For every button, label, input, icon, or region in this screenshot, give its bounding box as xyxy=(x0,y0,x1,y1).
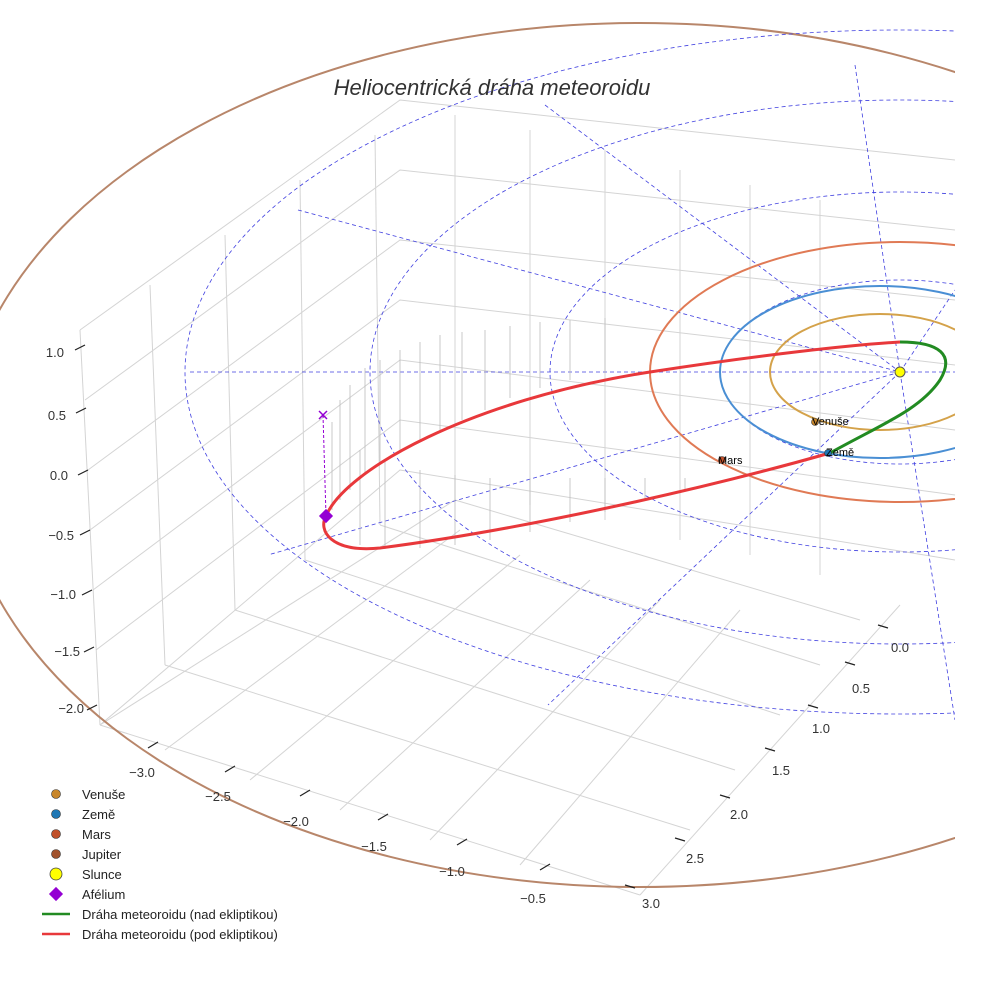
ecliptic-reference-grid xyxy=(184,29,955,721)
ref-axis xyxy=(297,209,901,373)
chart-title: Heliocentrická dráha meteoroidu xyxy=(334,75,651,100)
x-tick-label: −2.0 xyxy=(283,814,309,829)
grid-line xyxy=(164,529,461,751)
legend-label: Venuše xyxy=(82,787,125,802)
legend-label: Dráha meteoroidu (nad ekliptikou) xyxy=(82,907,278,922)
z-tick-label: −1.5 xyxy=(54,644,80,659)
earth-label: Země xyxy=(826,447,854,459)
legend-marker-venus xyxy=(51,789,61,799)
grid-line xyxy=(379,524,821,666)
grid-line xyxy=(339,579,591,811)
grid-line xyxy=(99,499,456,726)
z-tick-label: −1.0 xyxy=(50,587,76,602)
grid-line xyxy=(299,179,306,561)
legend-marker-aphelion xyxy=(48,886,64,902)
venus-marker xyxy=(811,418,819,426)
grid-line xyxy=(454,499,861,621)
aphelion-dropline xyxy=(322,414,327,517)
grid-line xyxy=(89,299,956,531)
venus-label: Venuše xyxy=(812,416,849,428)
y-tick-label: 0.5 xyxy=(852,681,870,696)
y-tick-label: 1.0 xyxy=(812,721,830,736)
y-tick-label: 3.0 xyxy=(642,896,660,911)
earth-marker xyxy=(824,449,832,457)
z-tick-label: 1.0 xyxy=(46,345,64,360)
z-tick-label: 0.5 xyxy=(48,408,66,423)
grid-line xyxy=(164,664,691,831)
z-tick-label: 0.0 xyxy=(50,468,68,483)
grid-line xyxy=(149,284,166,666)
legend-label: Jupiter xyxy=(82,847,122,862)
aphelion-projection-marker xyxy=(318,410,328,420)
grid-line xyxy=(92,359,956,591)
grid-line xyxy=(79,329,101,726)
legend: Venuše Země Mars Jupiter Slunce Afélium … xyxy=(42,787,278,942)
ref-circle xyxy=(719,279,955,465)
grid-line xyxy=(84,169,956,401)
legend-label: Afélium xyxy=(82,887,125,902)
grid-line xyxy=(374,134,381,526)
mars-marker xyxy=(718,456,726,464)
grid-line xyxy=(99,469,956,726)
legend-marker-earth xyxy=(51,809,61,819)
ref-circle xyxy=(184,29,955,715)
z-axis: 1.0 0.5 0.0 −0.5 −1.0 −1.5 −2.0 xyxy=(46,344,98,716)
grid-line xyxy=(304,559,781,716)
legend-label: Slunce xyxy=(82,867,122,882)
ref-axis xyxy=(854,64,901,373)
meteoroid-orbit-below xyxy=(322,340,901,551)
ref-axis xyxy=(267,371,901,556)
x-tick-label: −2.5 xyxy=(205,789,231,804)
z-tick-label: −0.5 xyxy=(48,528,74,543)
y-tick-label: 1.5 xyxy=(772,763,790,778)
y-axis: 0.0 0.5 1.0 1.5 2.0 2.5 3.0 xyxy=(624,624,909,911)
grid-line xyxy=(224,234,236,611)
x-axis: −3.0 −2.5 −2.0 −1.5 −1.0 −0.5 xyxy=(129,741,551,906)
x-tick-label: −1.0 xyxy=(439,864,465,879)
legend-label: Země xyxy=(82,807,115,822)
x-tick-label: −0.5 xyxy=(520,891,546,906)
grid-line xyxy=(99,724,641,896)
grid-line xyxy=(249,554,521,781)
grid-line xyxy=(519,609,741,866)
ref-axis xyxy=(544,104,901,373)
legend-label: Mars xyxy=(82,827,111,842)
earth-orbit xyxy=(719,285,955,459)
x-tick-label: −1.5 xyxy=(361,839,387,854)
mars-label: Mars xyxy=(718,455,743,467)
y-tick-label: 2.0 xyxy=(730,807,748,822)
jupiter-orbit xyxy=(0,22,955,888)
y-tick-label: 0.0 xyxy=(891,640,909,655)
drop-lines xyxy=(331,318,686,549)
sun-marker xyxy=(894,366,906,378)
grid-line xyxy=(234,609,736,771)
grid-line xyxy=(429,599,661,841)
grid-line xyxy=(79,99,956,331)
meteoroid-orbit-above xyxy=(829,340,948,455)
ref-axis xyxy=(899,371,955,721)
aphelion-marker xyxy=(318,508,334,524)
x-tick-label: −3.0 xyxy=(129,765,155,780)
ref-axis xyxy=(899,289,955,373)
y-tick-label: 2.5 xyxy=(686,851,704,866)
grid-line xyxy=(87,239,956,471)
z-tick-label: −2.0 xyxy=(58,701,84,716)
pane-grid xyxy=(79,99,956,896)
legend-marker-mars xyxy=(51,829,61,839)
venus-orbit xyxy=(769,313,955,431)
legend-label: Dráha meteoroidu (pod ekliptikou) xyxy=(82,927,278,942)
ref-circle xyxy=(369,99,955,645)
legend-marker-jupiter xyxy=(51,849,61,859)
legend-marker-sun xyxy=(49,867,63,881)
